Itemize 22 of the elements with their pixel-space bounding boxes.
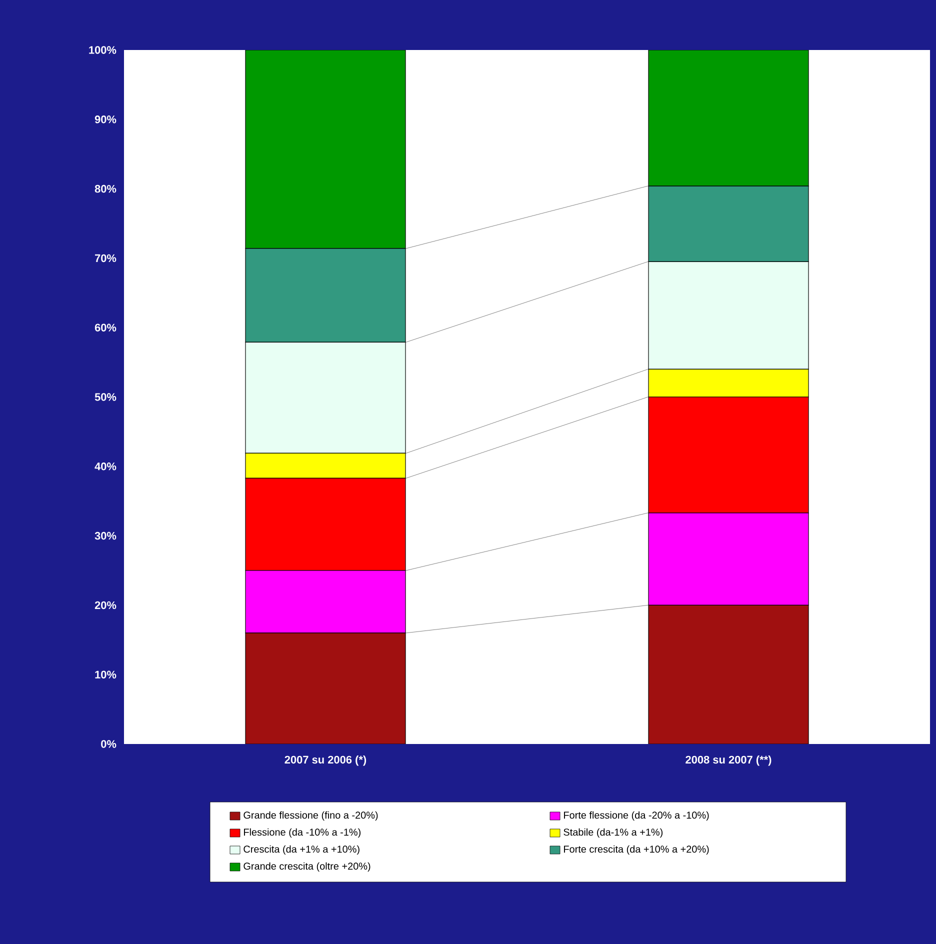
- legend-label: Stabile (da-1% a +1%): [564, 828, 663, 838]
- x-tick-label: 2007 su 2006 (*): [284, 756, 366, 766]
- y-tick-label: 60%: [94, 324, 116, 332]
- bar: [245, 632, 406, 744]
- y-tick-label: 30%: [94, 532, 116, 540]
- y-tick-label: 50%: [94, 393, 116, 401]
- y-tick-label: 40%: [94, 462, 116, 470]
- legend-label: Grande flessione (fino a -20%): [244, 811, 378, 821]
- legend-label: Crescita (da +1% a +10%): [244, 845, 360, 855]
- y-tick-label: 10%: [95, 670, 116, 678]
- y-tick-label: 90%: [94, 116, 116, 124]
- legend-label: Forte flessione (da -20% a -10%): [564, 811, 709, 821]
- bar: [648, 604, 809, 744]
- y-tick-label: 80%: [94, 184, 116, 193]
- x-tick-label: 2008 su 2007 (**): [686, 756, 772, 766]
- legend-label: Flessione (da -10% a -1%): [244, 828, 361, 838]
- y-tick-label: 20%: [94, 601, 116, 610]
- y-tick-label: 0%: [101, 740, 116, 748]
- legend-label: Forte crescita (da +10% a +20%): [564, 845, 709, 855]
- legend-label: Grande crescita (oltre +20%): [244, 862, 370, 872]
- y-tick-label: 100%: [89, 46, 116, 54]
- y-tick-label: 70%: [95, 254, 116, 262]
